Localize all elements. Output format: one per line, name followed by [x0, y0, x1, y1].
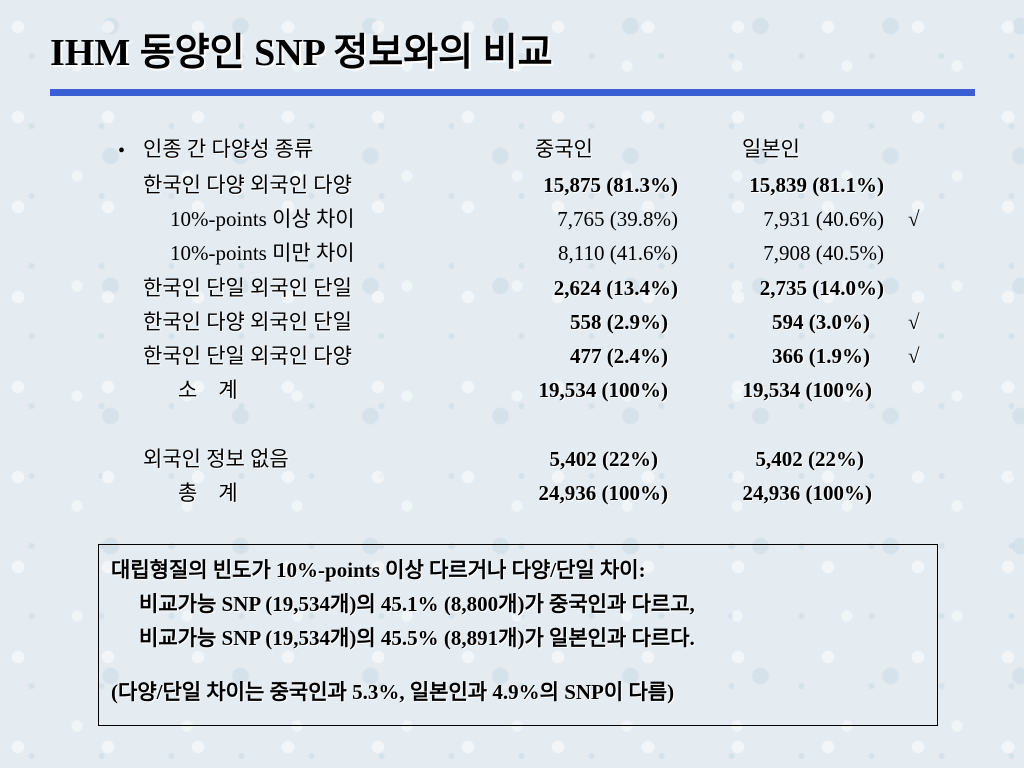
row-label: 한국인 단일 외국인 다양	[143, 344, 352, 368]
summary-note-box: 대립형질의 빈도가 10%-points 이상 다르거나 다양/단일 차이: 비…	[98, 544, 938, 726]
table-header: 인종 간 다양성 종류 중국인 일본인	[0, 132, 1024, 166]
row-chinese-value: 15,875 (81.3%)	[543, 173, 678, 197]
note-line-2: 비교가능 SNP (19,534개)의 45.1% (8,800개)가 중국인과…	[139, 592, 695, 616]
note-line-3: 비교가능 SNP (19,534개)의 45.5% (8,891개)가 일본인과…	[139, 626, 695, 650]
row-japanese-value: 594 (3.0%)	[772, 310, 870, 334]
row-japanese-value: 7,931 (40.6%)	[763, 207, 884, 231]
row-japanese-value: 2,735 (14.0%)	[759, 276, 884, 300]
table-row: 한국인 단일 외국인 단일 2,624 (13.4%) 2,735 (14.0%…	[0, 271, 1024, 305]
row-japanese-value: 5,402 (22%)	[755, 447, 865, 471]
row-japanese-value: 7,908 (40.5%)	[763, 241, 884, 265]
row-chinese-value: 558 (2.9%)	[570, 310, 668, 334]
slide-title: IHM 동양인 SNP 정보와의 비교	[50, 32, 553, 74]
table-row: 10%-points 이상 차이 7,765 (39.8%) 7,931 (40…	[0, 202, 1024, 236]
row-chinese-value: 5,402 (22%)	[549, 447, 659, 471]
check-mark: √	[908, 344, 920, 368]
table-row: 한국인 단일 외국인 다양 477 (2.4%) 366 (1.9%) √	[0, 339, 1024, 373]
row-label: 외국인 정보 없음	[143, 447, 289, 471]
row-chinese-value: 2,624 (13.4%)	[553, 276, 678, 300]
row-japanese-value: 366 (1.9%)	[772, 344, 870, 368]
row-japanese-value: 19,534 (100%)	[742, 378, 873, 402]
note-line-1: 대립형질의 빈도가 10%-points 이상 다르거나 다양/단일 차이:	[111, 558, 646, 582]
row-chinese-value: 24,936 (100%)	[538, 481, 669, 505]
table-row: 총 계 24,936 (100%) 24,936 (100%)	[0, 476, 1024, 510]
header-japanese: 일본인	[742, 137, 800, 161]
row-label: 한국인 다양 외국인 단일	[143, 310, 352, 334]
note-line-4: (다양/단일 차이는 중국인과 5.3%, 일본인과 4.9%의 SNP이 다름…	[111, 680, 675, 704]
table-row: 외국인 정보 없음 5,402 (22%) 5,402 (22%)	[0, 442, 1024, 476]
header-chinese: 중국인	[535, 137, 593, 161]
table-row: 한국인 다양 외국인 다양 15,875 (81.3%) 15,839 (81.…	[0, 168, 1024, 202]
check-mark: √	[908, 310, 920, 334]
check-mark: √	[908, 207, 920, 231]
row-chinese-value: 19,534 (100%)	[538, 378, 669, 402]
row-chinese-value: 477 (2.4%)	[570, 344, 668, 368]
table-row: 소 계 19,534 (100%) 19,534 (100%)	[0, 373, 1024, 407]
header-label: 인종 간 다양성 종류	[143, 137, 314, 161]
row-label: 10%-points 미만 차이	[170, 241, 355, 265]
row-label: 한국인 다양 외국인 다양	[143, 173, 352, 197]
row-chinese-value: 8,110 (41.6%)	[558, 241, 678, 265]
row-japanese-value: 24,936 (100%)	[742, 481, 873, 505]
row-label: 총 계	[178, 481, 238, 505]
bullet-dot: •	[118, 140, 126, 162]
table-row: 한국인 다양 외국인 단일 558 (2.9%) 594 (3.0%) √	[0, 305, 1024, 339]
row-japanese-value: 15,839 (81.1%)	[749, 173, 884, 197]
table-row: 10%-points 미만 차이 8,110 (41.6%) 7,908 (40…	[0, 236, 1024, 270]
row-label: 10%-points 이상 차이	[170, 207, 355, 231]
row-chinese-value: 7,765 (39.8%)	[557, 207, 678, 231]
row-label: 한국인 단일 외국인 단일	[143, 276, 352, 300]
title-underline	[50, 89, 975, 96]
row-label: 소 계	[178, 378, 238, 402]
